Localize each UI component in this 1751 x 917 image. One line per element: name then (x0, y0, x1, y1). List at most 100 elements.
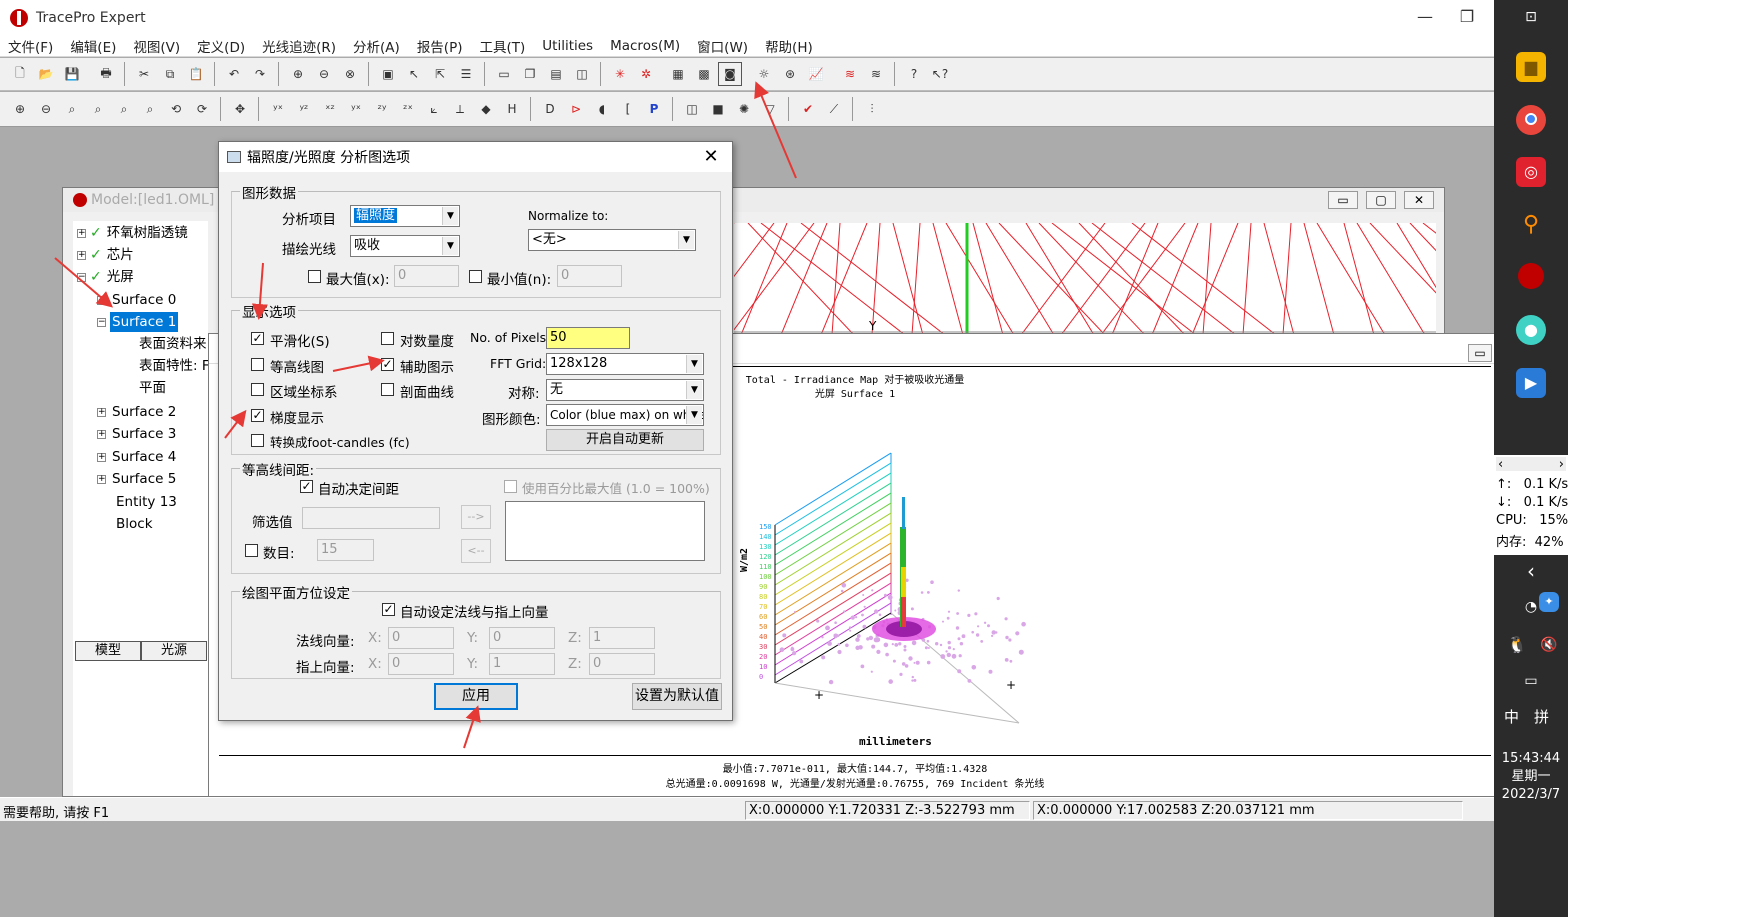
boolean-union-icon[interactable]: ⊕ (292, 67, 304, 81)
menu-report[interactable]: 报告(P) (416, 39, 463, 56)
ray-select[interactable]: 吸收 ▼ (350, 235, 460, 257)
normal-y-input[interactable]: 0 (489, 627, 555, 649)
raytrace-icon[interactable]: ✳ (614, 67, 626, 81)
bracket-icon[interactable]: [ (625, 102, 631, 116)
lens-icon[interactable]: D (545, 102, 555, 116)
tree-item-surface-2[interactable]: + Surface 2 (97, 404, 177, 420)
widget-scroll-bar[interactable]: ‹ › (1496, 457, 1566, 472)
check-icon[interactable]: ✔ (802, 102, 814, 116)
model-maximize-button[interactable]: ▢ (1366, 191, 1396, 209)
redo-icon[interactable]: ↷ (254, 67, 266, 81)
log-scale-checkbox[interactable] (381, 332, 394, 345)
minimize-button[interactable]: — (1417, 7, 1433, 26)
normalize-select[interactable]: <无> ▼ (528, 229, 696, 251)
chevron-left-icon[interactable]: ‹ (1498, 457, 1504, 472)
irradiance-minimize-button[interactable]: ▭ (1468, 344, 1492, 362)
ray-sort-icon[interactable]: ⫶ (870, 101, 874, 116)
max-input[interactable]: 0 (394, 265, 459, 287)
cone-icon[interactable]: ▽ (765, 102, 775, 116)
zoom-previous-icon[interactable]: ⌕ (146, 101, 154, 116)
move-icon[interactable]: ▣ (382, 67, 394, 81)
rotate-3d-icon[interactable]: ⟳ (196, 102, 208, 116)
view-zy-icon[interactable]: ᶻʸ (377, 102, 387, 116)
model-minimize-button[interactable]: ▭ (1328, 191, 1358, 209)
region-coords-checkbox[interactable] (251, 383, 264, 396)
silhouette-icon[interactable]: H (507, 102, 517, 116)
up-y-input[interactable]: 1 (489, 653, 555, 675)
menu-macros[interactable]: Macros(M) (610, 37, 681, 54)
reflector-icon[interactable]: ◖ (598, 102, 606, 116)
dpl-icon[interactable]: ≋ (870, 67, 882, 81)
new-file-icon[interactable]: 🗋 (15, 65, 25, 80)
tracepro-taskbar-icon[interactable] (1518, 263, 1544, 289)
measure-icon[interactable]: ⟋ (829, 101, 839, 116)
srt-icon[interactable]: ≋ (844, 67, 856, 81)
menu-help[interactable]: 帮助(H) (765, 39, 813, 56)
candela-plot-icon[interactable]: ▩ (698, 67, 710, 81)
tree-item-surface-4[interactable]: + Surface 4 (97, 449, 177, 465)
polar-plot-icon[interactable]: ⊛ (784, 67, 796, 81)
tree-item-chip[interactable]: + ✓ 芯片 (77, 247, 134, 263)
expand-icon[interactable]: + (97, 473, 106, 484)
view-zx-icon[interactable]: ᶻˣ (403, 102, 413, 116)
menu-utilities[interactable]: Utilities (542, 37, 594, 54)
menu-define[interactable]: 定义(D) (197, 39, 246, 56)
select-surface-icon[interactable]: ⇱ (434, 67, 446, 81)
symmetry-select[interactable]: 无 ▼ (546, 379, 704, 401)
chart-icon[interactable]: 📈 (808, 67, 824, 81)
wifi-icon[interactable]: ◔ (1524, 599, 1538, 615)
menu-window[interactable]: 窗口(W) (697, 39, 749, 56)
task-view-icon[interactable]: ⊡ (1525, 9, 1537, 25)
bluetooth-icon[interactable]: ✦ (1539, 592, 1559, 612)
clock[interactable]: 15:43:44 星期一 2022/3/7 (1494, 750, 1568, 804)
fft-select[interactable]: 128x128 ▼ (546, 353, 704, 375)
contour-checkbox[interactable] (251, 358, 264, 371)
pixels-input[interactable]: 50 (546, 327, 630, 349)
count-checkbox[interactable] (245, 544, 258, 557)
up-z-input[interactable]: 0 (589, 653, 655, 675)
contour-values-list[interactable] (505, 501, 705, 561)
expand-icon[interactable]: + (97, 451, 106, 462)
dialog-close-button[interactable]: ✕ (703, 146, 719, 167)
menu-tools[interactable]: 工具(T) (479, 39, 526, 56)
expand-icon[interactable]: + (77, 227, 86, 238)
context-help-icon[interactable]: ↖? (931, 67, 949, 81)
expand-icon[interactable]: + (97, 406, 106, 417)
zoom-window-icon[interactable]: ⌕ (68, 101, 76, 116)
netease-music-icon[interactable]: ◎ (1516, 157, 1546, 187)
view-normal-icon[interactable]: ⟂ (455, 101, 464, 116)
ime-pinyin[interactable]: 拼 (1534, 708, 1550, 726)
save-icon[interactable]: 💾 (64, 67, 80, 81)
chevron-left-icon[interactable]: ‹ (1527, 559, 1535, 583)
restore-button[interactable]: ❐ (1459, 7, 1475, 26)
zoom-selection-icon[interactable]: ⌕ (120, 101, 128, 116)
view-iso-icon[interactable]: ⟀ (430, 101, 438, 116)
battery-icon[interactable]: ▭ (1524, 673, 1538, 689)
paste-icon[interactable]: 📋 (188, 67, 204, 81)
ime-mode[interactable]: 中 (1504, 708, 1520, 726)
remove-value-button[interactable]: <-- (461, 539, 491, 563)
search-icon[interactable]: ⚲ (1522, 212, 1540, 237)
min-checkbox[interactable] (469, 270, 482, 283)
menu-raytrace[interactable]: 光线追迹(R) (262, 39, 337, 56)
analysis-item-select[interactable]: 辐照度 ▼ (350, 205, 460, 227)
chrome-icon[interactable] (1516, 105, 1546, 135)
tree-item-epoxy-lens[interactable]: + ✓ 环氧树脂透镜 (77, 225, 188, 241)
select-arrow-icon[interactable]: ↖ (408, 67, 420, 81)
up-x-input[interactable]: 0 (388, 653, 454, 675)
auto-vectors-checkbox[interactable]: ✓ (382, 602, 395, 616)
new-window-icon[interactable]: ▭ (498, 67, 510, 81)
pan-icon[interactable]: ✥ (234, 102, 246, 116)
sphere-icon[interactable]: ✺ (738, 102, 750, 116)
prism-icon[interactable]: P (649, 102, 659, 116)
open-folder-icon[interactable]: 📂 (38, 67, 54, 81)
cut-icon[interactable]: ✂ (138, 67, 150, 81)
view-yz-icon[interactable]: ʸᶻ (299, 102, 309, 116)
tree-item-surface-5[interactable]: + Surface 5 (97, 471, 177, 487)
tile-vertical-icon[interactable]: ◫ (576, 67, 588, 81)
menu-edit[interactable]: 编辑(E) (70, 39, 117, 56)
help-icon[interactable]: ? (910, 67, 918, 81)
menu-analysis[interactable]: 分析(A) (353, 39, 400, 56)
mirror-icon[interactable]: ⊳ (570, 102, 582, 116)
collapse-icon[interactable]: − (97, 316, 106, 327)
